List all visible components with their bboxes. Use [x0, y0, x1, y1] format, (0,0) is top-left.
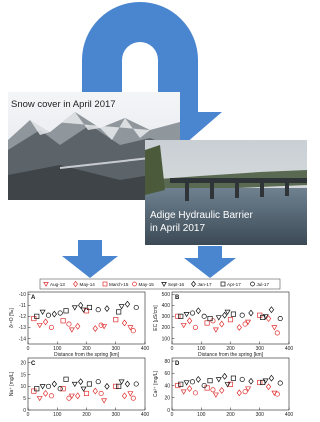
- y-tick-label: 80: [164, 359, 170, 365]
- y-tick-label: 20: [20, 361, 26, 367]
- x-tick-label: 300: [256, 412, 265, 418]
- y-tick-label: 100: [162, 336, 171, 342]
- panel-letter: D: [175, 361, 180, 367]
- down-arrow: [184, 246, 236, 278]
- y-tick-label: 40: [164, 383, 170, 389]
- photo-caption: in April 2017: [150, 223, 205, 234]
- y-tick-label: 20: [164, 396, 170, 402]
- y-axis-label: Ca²⁺ [mg/L]: [153, 370, 159, 397]
- x-tick-label: 400: [285, 412, 294, 418]
- y-tick-label: 60: [164, 371, 170, 377]
- x-tick-label: 0: [27, 412, 30, 418]
- x-tick-label: 100: [197, 412, 206, 418]
- legend-label: Sept-16: [168, 282, 185, 287]
- x-tick-label: 0: [171, 412, 174, 418]
- legend-label: Jul-17: [257, 282, 270, 287]
- y-tick-label: -13: [19, 325, 26, 331]
- down-arrow: [62, 240, 118, 278]
- x-axis-label: Distance from the spring [km]: [54, 352, 120, 358]
- panel-letter: A: [31, 295, 36, 301]
- y-tick-label: 400: [162, 303, 171, 309]
- x-tick-label: 300: [112, 412, 121, 418]
- legend-label: May-15: [139, 282, 155, 287]
- x-tick-label: 400: [141, 346, 150, 352]
- y-tick-label: 500: [162, 292, 171, 298]
- y-tick-label: 5: [23, 396, 26, 402]
- figure: Snow cover in April 2017 Adige Hydraulic…: [0, 0, 307, 422]
- legend-label: March-15: [109, 282, 129, 287]
- plot-frame: [28, 292, 145, 344]
- plot-frame: [28, 358, 145, 410]
- y-tick-label: -14: [19, 336, 26, 342]
- x-tick-label: 200: [226, 412, 235, 418]
- y-axis-label: EC [µS/cm]: [153, 305, 159, 331]
- x-tick-label: 400: [141, 412, 150, 418]
- x-tick-label: 100: [53, 412, 62, 418]
- photo-caption: Adige Hydraulic Barrier: [150, 210, 253, 221]
- y-axis-label: δ¹⁸O [‰]: [9, 308, 15, 328]
- y-axis-label: Na⁺ [mg/L]: [9, 371, 15, 396]
- x-tick-label: 0: [171, 346, 174, 352]
- legend-label: Aug-13: [50, 282, 65, 287]
- legend-label: Apr-17: [227, 282, 241, 287]
- y-tick-label: 200: [162, 325, 171, 331]
- y-tick-label: 300: [162, 314, 171, 320]
- y-tick-label: 10: [20, 384, 26, 390]
- y-tick-label: -12: [19, 314, 26, 320]
- legend-label: May-14: [80, 282, 96, 287]
- panel-letter: C: [31, 361, 36, 367]
- y-tick-label: 15: [20, 372, 26, 378]
- plot-frame: [172, 358, 289, 410]
- y-tick-label: -10: [19, 292, 26, 298]
- photo-caption: Snow cover in April 2017: [11, 99, 116, 110]
- panel-letter: B: [175, 295, 180, 301]
- x-tick-label: 200: [82, 412, 91, 418]
- y-tick-label: -11: [19, 303, 26, 309]
- x-axis-label: Distance from the spring [km]: [198, 352, 264, 358]
- legend-label: Jan-17: [198, 282, 212, 287]
- figure-canvas: Snow cover in April 2017 Adige Hydraulic…: [0, 0, 307, 422]
- legend: [40, 279, 280, 289]
- x-tick-label: 400: [285, 346, 294, 352]
- x-tick-label: 0: [27, 346, 30, 352]
